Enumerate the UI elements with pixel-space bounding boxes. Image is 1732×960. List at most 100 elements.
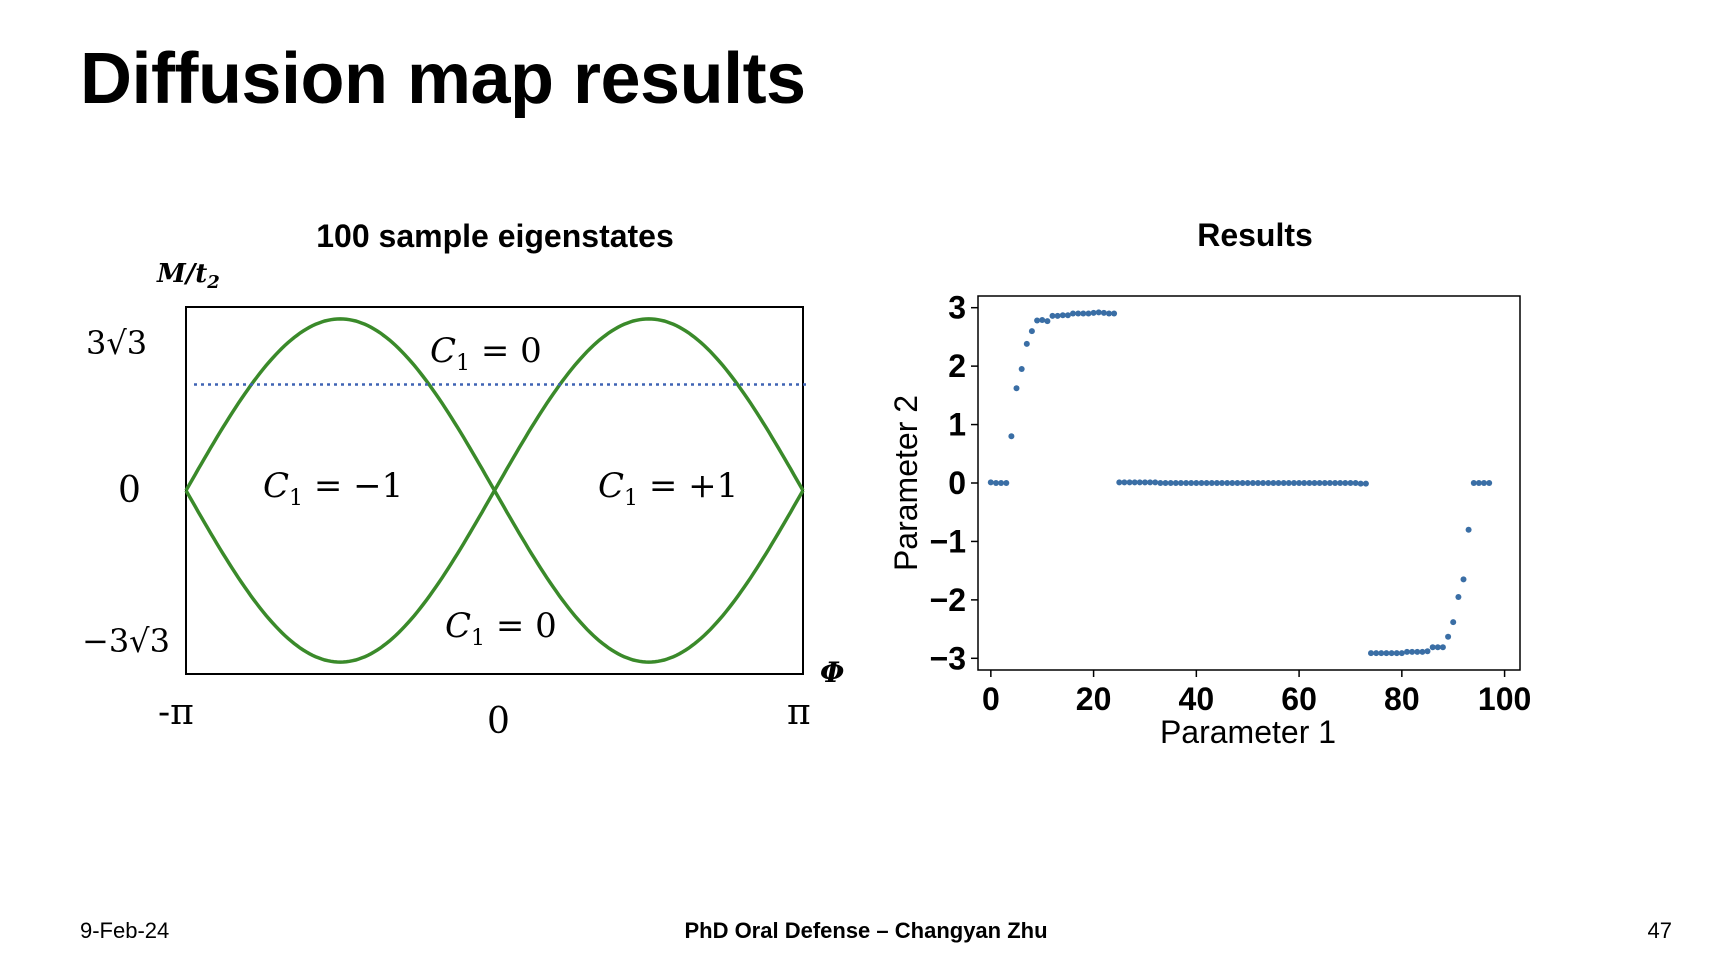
scatter-point xyxy=(1172,480,1179,486)
x-tick-left: -π xyxy=(158,692,194,733)
scatter-point xyxy=(1193,480,1200,486)
scatter-point xyxy=(1126,479,1133,486)
x-tick-label: 80 xyxy=(1384,681,1420,717)
scatter-point xyxy=(1301,480,1308,486)
x-tick-right: π xyxy=(787,692,811,733)
scatter-point xyxy=(1049,312,1056,319)
y-tick-label: −2 xyxy=(930,582,966,618)
right-y-axis-label: Parameter 2 xyxy=(888,395,924,571)
curve-lower xyxy=(184,317,805,664)
scatter-point xyxy=(998,480,1005,486)
y-tick-zero: 0 xyxy=(118,470,141,511)
scatter-point xyxy=(1121,479,1128,486)
scatter-point xyxy=(1439,644,1446,651)
scatter-point xyxy=(1085,310,1092,317)
scatter-point xyxy=(1424,648,1431,655)
scatter-point xyxy=(1090,309,1097,316)
scatter-point xyxy=(1316,480,1323,486)
scatter-point xyxy=(1249,480,1256,486)
scatter-point xyxy=(1147,479,1154,486)
scatter-point xyxy=(1229,480,1236,486)
scatter-point xyxy=(1054,312,1061,319)
scatter-point xyxy=(1470,480,1477,486)
scatter-point xyxy=(1059,312,1066,319)
annotation-right: C1 = +1 xyxy=(598,466,738,511)
annotation-left: C1 = −1 xyxy=(263,466,403,511)
scatter-point xyxy=(1378,650,1385,657)
scatter-point xyxy=(1183,480,1190,486)
scatter-point xyxy=(1352,480,1359,486)
scatter-point xyxy=(1177,480,1184,486)
scatter-point xyxy=(1008,433,1015,440)
scatter-point xyxy=(1373,650,1380,657)
scatter-point xyxy=(1455,594,1462,600)
x-tick-label: 40 xyxy=(1179,681,1215,717)
x-tick-label: 0 xyxy=(982,681,1000,717)
scatter-point xyxy=(1280,480,1287,486)
scatter-point xyxy=(1111,310,1118,317)
left-y-axis-label: M/t2 xyxy=(156,259,220,293)
scatter-point xyxy=(1285,480,1292,486)
x-tick-label: 100 xyxy=(1478,681,1531,717)
y-tick-label: 3 xyxy=(948,290,966,326)
scatter-point xyxy=(1213,480,1220,486)
scatter-ticks: 0 20 40 60 80 100 3 2 1 0 −1 −2 −3 xyxy=(930,290,1532,717)
x-tick-label: 60 xyxy=(1281,681,1317,717)
scatter-point xyxy=(1198,480,1205,486)
annotation-bottom: C1 = 0 xyxy=(445,606,557,651)
y-tick-label: 0 xyxy=(948,465,966,501)
scatter-point xyxy=(1260,480,1267,486)
left-x-axis-label: Φ xyxy=(820,656,844,689)
footer-center: PhD Oral Defense – Changyan Zhu xyxy=(684,918,1048,943)
scatter-point xyxy=(1275,480,1282,486)
scatter-point xyxy=(1347,480,1354,486)
scatter-point xyxy=(1368,650,1374,657)
y-tick-label: 1 xyxy=(948,407,966,443)
scatter-point xyxy=(987,479,994,486)
scatter-point xyxy=(1075,310,1082,317)
scatter-point xyxy=(1188,480,1195,486)
scatter-point xyxy=(1023,340,1030,347)
footer-page-number: 47 xyxy=(1647,918,1672,943)
scatter-point xyxy=(1208,480,1215,486)
scatter-point xyxy=(1162,480,1169,486)
scatter-point xyxy=(1095,309,1102,316)
slide-title: Diffusion map results xyxy=(80,39,806,119)
scatter-point xyxy=(1481,480,1487,486)
scatter-point xyxy=(1203,480,1210,486)
left-chart: M/t2 3√3 0 −3√3 -π 0 π Φ C1 = 0 C1 = −1 … xyxy=(82,259,844,742)
scatter-point xyxy=(1337,480,1344,486)
scatter-point xyxy=(1152,479,1159,486)
scatter-point xyxy=(1013,385,1020,392)
scatter-point xyxy=(1070,310,1076,317)
scatter-point xyxy=(1357,480,1364,487)
y-tick-label: 2 xyxy=(948,348,966,384)
y-tick-label: −3 xyxy=(930,640,966,676)
y-tick-bottom: −3√3 xyxy=(82,622,170,660)
scatter-point xyxy=(1034,317,1041,324)
right-x-axis-label: Parameter 1 xyxy=(1160,714,1336,750)
scatter-point xyxy=(1044,318,1051,325)
annotation-top: C1 = 0 xyxy=(430,331,542,376)
scatter-point xyxy=(1306,480,1313,486)
scatter-point xyxy=(1311,480,1318,486)
scatter-point xyxy=(1419,648,1426,655)
right-chart-title: Results xyxy=(1197,217,1313,253)
scatter-point xyxy=(1388,650,1395,657)
scatter-point xyxy=(1100,309,1107,316)
y-tick-label: −1 xyxy=(930,523,966,559)
scatter-point xyxy=(1028,328,1035,335)
scatter-point xyxy=(1414,648,1421,655)
right-chart: 0 20 40 60 80 100 3 2 1 0 −1 −2 −3 Parameter 1 Param… xyxy=(888,290,1531,750)
scatter-point xyxy=(1003,480,1010,486)
scatter-point xyxy=(1321,480,1328,486)
scatter-point xyxy=(1116,479,1123,486)
scatter-point xyxy=(1142,479,1148,486)
scatter-point xyxy=(1224,480,1231,486)
scatter-point xyxy=(1393,650,1400,657)
scatter-point xyxy=(1039,317,1046,323)
footer-date: 9-Feb-24 xyxy=(80,918,170,943)
scatter-point xyxy=(1429,644,1436,651)
scatter-point xyxy=(1450,619,1457,626)
